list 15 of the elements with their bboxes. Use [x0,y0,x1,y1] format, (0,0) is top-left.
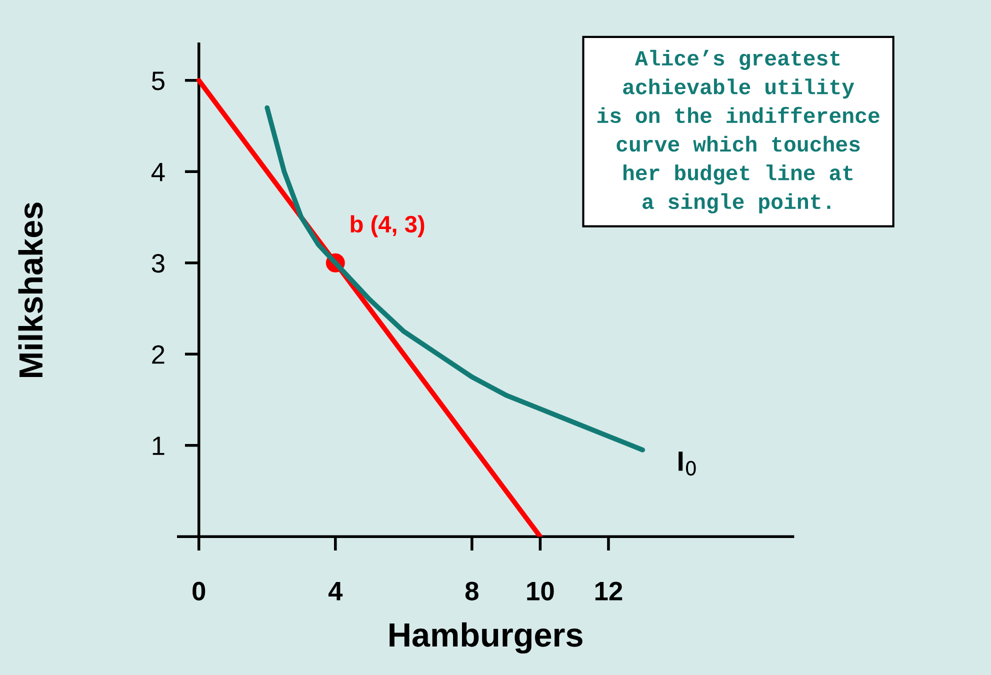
series-label: I$_{0}$ [678,452,696,476]
x-tick-label: 4 [328,582,343,600]
x-tick-label: 0 [192,582,206,600]
x-tick-label: 10 [527,582,554,600]
x-tick-label: 12 [595,582,622,600]
y-axis-title: Milkshakes [18,202,43,377]
y-tick-label: 1 [152,436,164,455]
x-tick-label: 8 [465,582,478,600]
y-tick-label: 2 [152,345,164,364]
y-tick-label: 4 [151,163,165,182]
y-tick-label: 3 [152,254,164,273]
annotation: b (4, 3) [350,215,424,238]
y-tick-label: 5 [152,72,164,90]
annotation: Alice’s greatest achievable utility is on the indifference curve which touches her budget line at a single point. [597,50,880,214]
x-axis-title: Hamburgers [390,622,582,654]
